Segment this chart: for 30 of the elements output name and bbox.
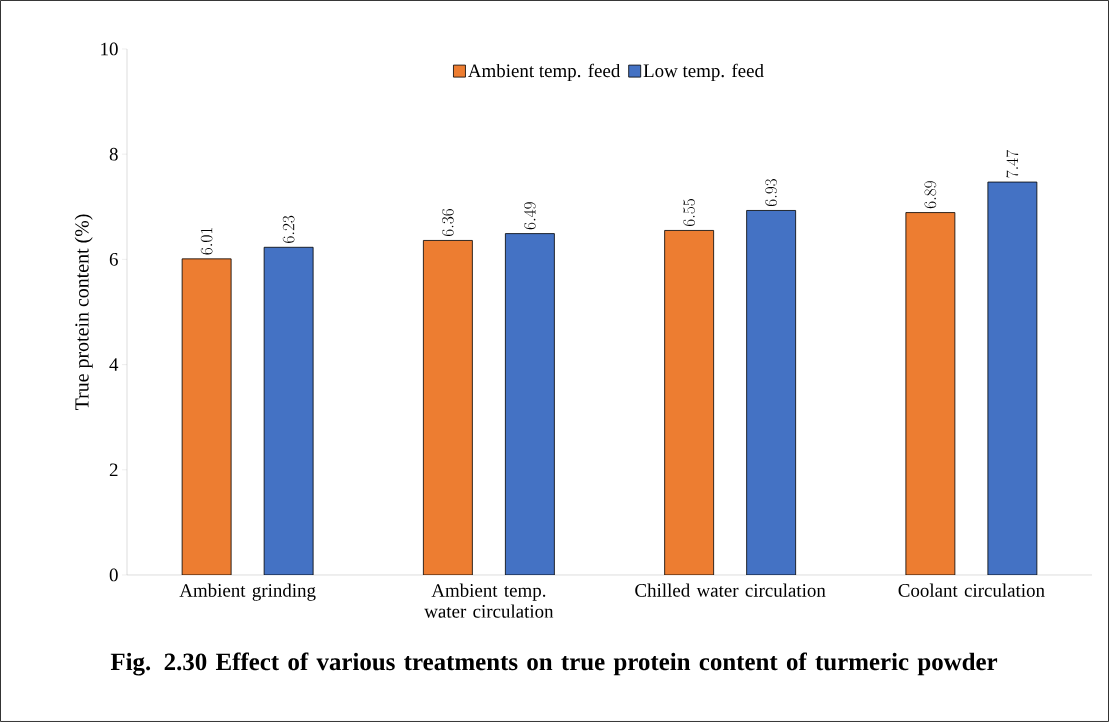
data-label: 6.93 xyxy=(765,178,777,207)
bar xyxy=(263,246,314,575)
y-tick-label: 2 xyxy=(109,463,118,477)
data-label: 7.47 xyxy=(1006,150,1019,178)
y-tick-label: 4 xyxy=(109,358,119,371)
data-label: 6.01 xyxy=(200,228,213,255)
y-tick-label: 6 xyxy=(109,253,118,266)
bar xyxy=(504,233,555,575)
x-tick-label: Chilled water circulation xyxy=(635,583,826,597)
data-label: 6.55 xyxy=(683,199,695,227)
bar xyxy=(181,258,232,575)
y-tick-label: 0 xyxy=(109,568,118,582)
text: Fig. 2.30 Effect of various treatments on true protein content of turmeric powder xyxy=(110,652,998,676)
data-label: 6.23 xyxy=(282,215,295,243)
y-axis-title: True protein content (%) xyxy=(74,214,93,411)
x-tick-label: Ambient grinding xyxy=(179,583,316,601)
bar xyxy=(987,181,1038,575)
data-label: 6.89 xyxy=(924,181,937,209)
y-tick-label: 8 xyxy=(109,147,118,161)
legend-label: Ambient temp. feed xyxy=(468,63,621,82)
data-label: 6.49 xyxy=(523,202,536,230)
bar xyxy=(905,212,956,575)
bar xyxy=(746,210,797,575)
bar xyxy=(422,240,473,575)
x-tick-label: Coolant circulation xyxy=(898,583,1045,597)
data-label: 6.36 xyxy=(442,209,454,237)
legend-label: Low temp. feed xyxy=(643,63,764,82)
x-tick-label: Ambient temp. water circulation xyxy=(424,583,554,618)
bar xyxy=(664,230,715,575)
y-tick-label: 10 xyxy=(101,42,118,56)
